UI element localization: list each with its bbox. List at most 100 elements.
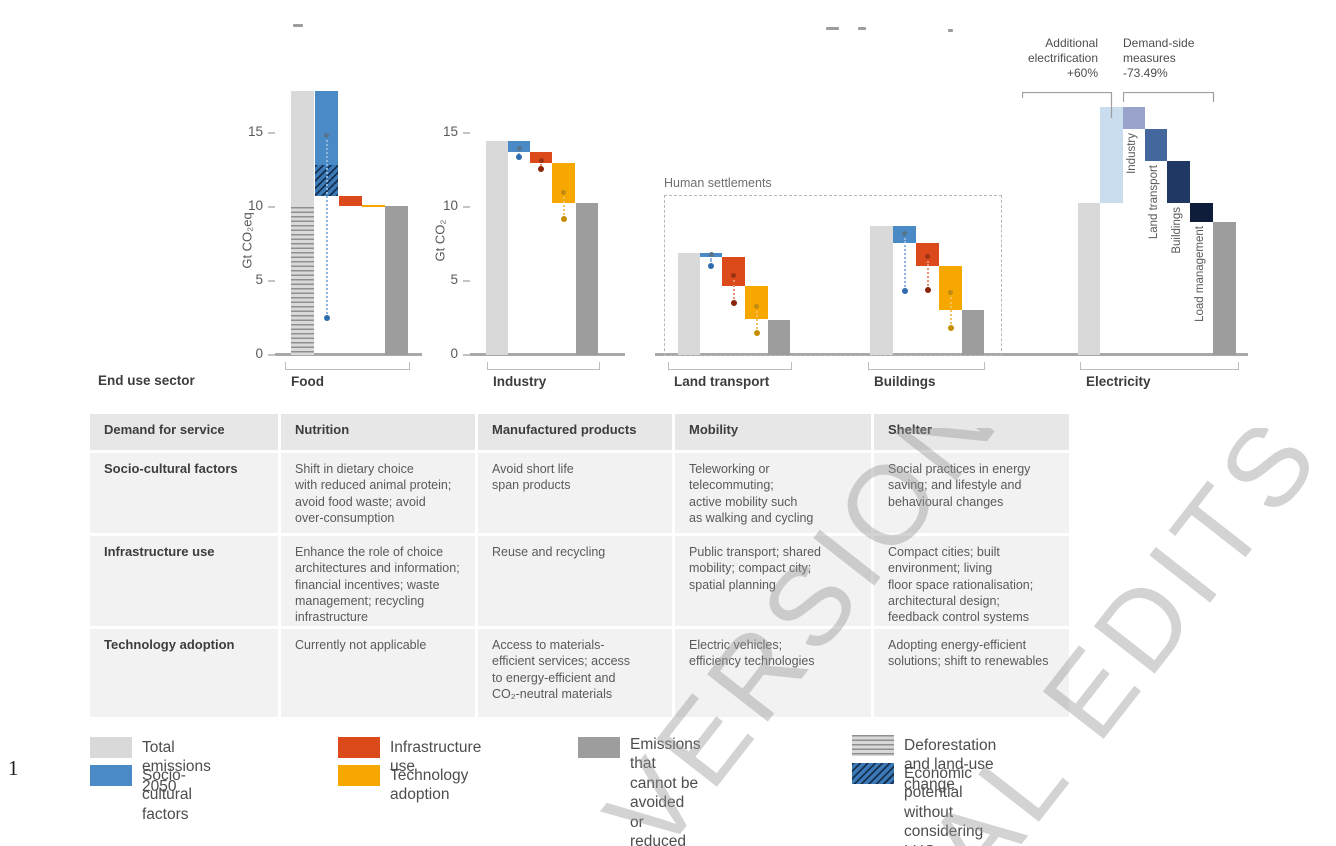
low-estimate-dot <box>730 300 737 307</box>
bar-tech <box>939 266 962 310</box>
table-cell: Electric vehicles; efficiency technologi… <box>675 629 871 717</box>
table-row-label: Infrastructure use <box>90 536 278 626</box>
legend-label: Emissions that cannot be avoided or redu… <box>630 736 701 846</box>
legend-label: Deforestation and land-use change <box>904 737 997 793</box>
legend-swatch-total <box>90 737 132 758</box>
cropped-title-fragment <box>948 29 953 32</box>
low-estimate-dot <box>323 315 330 321</box>
low-estimate-dot <box>947 325 954 332</box>
table-row-label: Technology adoption <box>90 629 278 717</box>
bar-remaining <box>1213 221 1236 355</box>
sector-label: Food <box>291 374 324 389</box>
cropped-title-fragment <box>826 27 839 30</box>
legend-label: Socio-cultural factors <box>142 767 192 823</box>
bar-infra <box>722 256 745 287</box>
table-cell: Adopting energy-efficient solutions; shi… <box>874 629 1069 717</box>
bar-tech <box>745 286 768 319</box>
table-cell: Currently not applicable <box>281 629 475 717</box>
y-axis-tick <box>268 206 275 208</box>
bar-total <box>870 225 893 355</box>
table-cell: Public transport; shared mobility; compa… <box>675 536 871 626</box>
low-estimate-dot <box>516 154 522 161</box>
median-dot <box>948 290 953 296</box>
human-settlements-box <box>664 195 1002 356</box>
sector-label: Buildings <box>874 374 936 389</box>
sector-label: Electricity <box>1086 374 1151 389</box>
y-axis-tick-label: 15 <box>442 124 458 139</box>
bar-elec_land <box>1145 129 1167 162</box>
electrification-bracket <box>1022 92 1113 118</box>
low-estimate-dot <box>753 329 760 336</box>
median-dot <box>902 231 907 237</box>
legend-swatch-remaining <box>578 737 620 758</box>
bar-electrification <box>1100 107 1123 203</box>
y-axis-tick-label: 0 <box>450 346 458 361</box>
bar-remaining <box>962 309 984 355</box>
y-axis-tick <box>268 132 275 134</box>
bar-tech <box>552 162 575 204</box>
line-number: 1 <box>8 756 19 780</box>
bar-elec_buildings <box>1167 161 1190 204</box>
bar-elec_industry <box>1123 107 1145 130</box>
low-estimate-dot <box>538 165 544 172</box>
table-cell: Enhance the role of choice architectures… <box>281 536 475 626</box>
median-dot <box>731 273 736 279</box>
table-column-header: Mobility <box>675 414 871 450</box>
y-axis-tick-label: 15 <box>247 124 263 139</box>
table-cell: Social practices in energy saving; and l… <box>874 453 1069 533</box>
cropped-title-fragment <box>293 24 303 27</box>
median-dot <box>754 304 759 310</box>
bar-remaining <box>768 320 790 355</box>
table-cell: Access to materials- efficient services;… <box>478 629 672 717</box>
demand-side-bracket <box>1123 92 1215 102</box>
low-estimate-dot <box>708 263 714 270</box>
y-axis-tick-label: 5 <box>450 272 458 287</box>
legend-swatch-infra <box>338 737 380 758</box>
sector-bracket <box>1080 362 1239 370</box>
table-row-header-label: Demand for service <box>90 414 278 450</box>
uncertainty-whisker <box>562 196 565 215</box>
table-cell: Shift in dietary choice with reduced ani… <box>281 453 475 533</box>
table-row-label: Socio-cultural factors <box>90 453 278 533</box>
segment-label: Industry <box>1126 133 1138 175</box>
y-axis-tick <box>463 132 470 134</box>
sector-label: Land transport <box>674 374 770 389</box>
hatch-hlines-overlay <box>291 207 314 355</box>
y-axis-tick-label: 10 <box>442 198 458 213</box>
legend-swatch-hlines_sw <box>852 735 894 756</box>
median-dot <box>324 133 329 139</box>
median-dot <box>925 254 930 260</box>
sector-bracket <box>487 362 600 370</box>
low-estimate-dot <box>560 215 567 222</box>
x-axis-line <box>470 353 625 356</box>
sector-label: Industry <box>493 374 547 389</box>
table-cell: Reuse and recycling <box>478 536 672 626</box>
y-axis-tick <box>463 354 470 356</box>
y-axis-tick-label: 0 <box>255 346 263 361</box>
median-dot <box>708 251 714 257</box>
segment-label: Load management <box>1193 225 1206 322</box>
electrification-annotation: Additional electrification +60% <box>1027 36 1098 80</box>
bar-total <box>1078 202 1100 355</box>
low-estimate-dot <box>924 286 931 293</box>
service-table: Demand for service Nutrition Manufactured … <box>90 414 1069 717</box>
median-dot <box>561 190 566 196</box>
bar-total <box>678 252 700 355</box>
y-axis-tick-label: 10 <box>247 198 263 213</box>
legend-swatch-socio <box>90 765 132 786</box>
table-column-header: Manufactured products <box>478 414 672 450</box>
legend-swatch-tech <box>338 765 380 786</box>
bar-total <box>486 141 508 355</box>
table-cell: Teleworking or telecommuting; active mob… <box>675 453 871 533</box>
median-dot <box>516 146 522 152</box>
y-axis-title: Gt CO₂ <box>432 219 448 262</box>
legend-swatch-diag_sw <box>852 763 894 784</box>
tech-connector-line <box>362 204 385 207</box>
y-axis-tick <box>463 206 470 208</box>
uncertainty-whisker <box>518 152 520 154</box>
y-axis-tick <box>463 280 470 282</box>
uncertainty-whisker <box>949 296 952 325</box>
uncertainty-whisker <box>325 139 328 314</box>
demand-side-annotation: Demand-side measures -73.49% <box>1123 36 1195 80</box>
bar-infra <box>339 195 362 206</box>
